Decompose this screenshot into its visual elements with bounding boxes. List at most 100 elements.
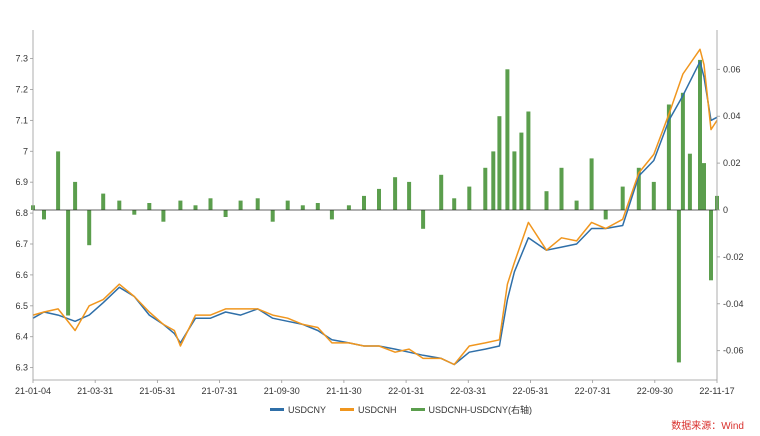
spread-bar [132,210,137,215]
spread-bar [315,203,320,210]
spread-bar [666,104,671,210]
spread-bar [636,167,641,210]
spread-bar [329,210,334,220]
spread-bar [66,210,71,316]
x-tick-label: 22-01-31 [388,386,424,396]
spread-bar [519,132,524,210]
x-tick-label: 22-03-31 [450,386,486,396]
usdcnh-line [32,48,718,366]
spread-bar [559,167,564,210]
spread-bar [117,200,122,210]
spread-bar [178,200,183,210]
left-tick-label: 6.4 [15,332,28,342]
spread-bar [147,203,152,210]
spread-bar [270,210,275,222]
left-tick-label: 7.1 [15,115,28,125]
spread-bar [491,151,496,210]
left-tick-label: 6.6 [15,270,28,280]
left-tick-label: 7 [23,146,28,156]
spread-bar [698,59,702,211]
spread-bar [346,205,351,210]
x-tick-label: 22-11-17 [699,386,734,396]
spread-bar [238,200,243,210]
spread-bar [505,69,510,210]
spread-bar [223,210,228,217]
x-tick-label: 21-09-30 [264,386,300,396]
right-tick-label: -0.06 [723,346,744,356]
spread-bar [676,210,681,363]
legend-swatch-usdcnh [340,408,355,411]
left-tick-label: 6.3 [15,363,28,373]
spread-bar [73,181,78,210]
spread-bar [589,158,594,210]
spread-bar [362,195,366,210]
legend-label-spread: USDCNH-USDCNY(右轴) [428,405,533,415]
spread-bar [512,151,517,210]
spread-bar [255,198,260,210]
spread-bar [603,210,608,220]
right-tick-label: -0.02 [723,252,744,262]
spread-bar [377,188,381,210]
spread-bar [483,167,488,210]
spread-bar [702,163,706,210]
spread-bar [193,205,198,210]
spread-bar [101,193,106,210]
x-tick-label: 22-07-31 [575,386,611,396]
data-source-note: 数据来源：Wind [671,421,744,432]
x-tick-label: 21-01-04 [15,386,51,396]
left-tick-label: 7.2 [15,84,28,94]
legend-swatch-spread [410,408,425,411]
spread-bar [439,174,444,210]
spread-bar [42,210,46,220]
left-tick-label: 7.3 [15,54,28,64]
legend-swatch-usdcny [270,408,284,411]
x-tick-label: 21-11-30 [326,386,361,396]
spread-bar [620,186,625,210]
legend: USDCNY USDCNH USDCNH-USDCNY(右轴) [270,403,532,416]
legend-label-usdcny: USDCNY [288,404,327,415]
spread-bar [161,210,166,222]
x-tick-label: 21-05-31 [139,386,175,396]
right-tick-label: 0 [723,205,728,215]
right-tick-label: 0.06 [723,64,741,74]
spread-bar [680,92,685,210]
spread-bar [651,181,656,210]
spread-bar [526,111,531,210]
x-tick-label: 22-09-30 [637,386,673,396]
x-tick-label: 22-05-31 [512,386,548,396]
spread-bar [407,181,412,210]
spread-bar [208,198,213,210]
x-tick-label: 21-03-31 [77,386,113,396]
legend-item-usdcnh: USDCNH [340,403,397,416]
left-tick-label: 6.7 [15,239,28,249]
x-tick-label: 21-07-31 [202,386,238,396]
legend-item-spread: USDCNH-USDCNY(右轴) [410,403,533,416]
spread-area-layer [31,59,719,363]
right-tick-label: 0.02 [723,158,741,168]
spread-bar [285,200,290,210]
legend-label-usdcnh: USDCNH [358,404,397,415]
left-tick-label: 6.9 [15,177,28,187]
spread-bar [544,191,549,210]
left-tick-label: 6.5 [15,301,28,311]
spread-bar [87,210,92,246]
spread-bar [452,198,457,210]
legend-item-usdcny: USDCNY [270,403,326,416]
spread-bar [687,153,692,210]
spread-bar [467,186,472,210]
usdcny-line [32,60,718,366]
spread-bar [709,210,713,281]
spread-bar [497,116,502,210]
spread-bar [300,205,305,210]
right-tick-label: 0.04 [723,111,741,121]
right-tick-label: -0.04 [723,299,744,309]
fx-lines-layer [32,48,718,366]
spread-bar [393,177,398,210]
spread-bar [574,200,579,210]
spread-bar [421,210,426,229]
axes-layer: 7.3 7.2 7.1 7 6.9 6.8 6.7 6.6 6.5 6.4 6.3 0.06 0.04 0… [15,30,744,396]
left-tick-label: 6.8 [15,208,28,218]
spread-bar [56,151,61,210]
